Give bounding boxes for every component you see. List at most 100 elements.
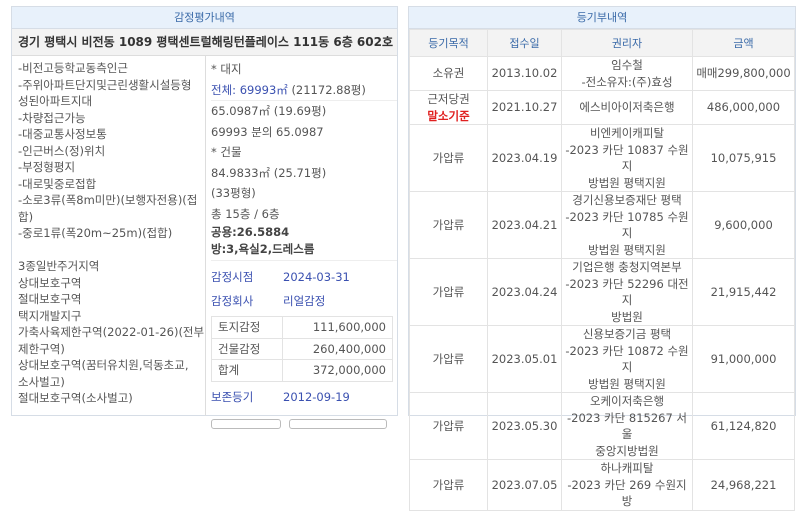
note-line: 성된아파트지대 (18, 94, 93, 108)
holder-line: 비엔케이캐피탈 (589, 126, 665, 140)
note-line: -인근버스(정)위치 (18, 143, 106, 158)
holder-line: 경기신용보증재단 평택 (572, 193, 682, 207)
land-total-pyeong: (21172.88평) (291, 82, 366, 97)
land-area: 65.0987㎡ (19.69평) (211, 104, 327, 118)
amount: 21,915,442 (692, 258, 795, 326)
value-row: 합계 372,000,000 (211, 359, 394, 382)
property-address: 경기 평택시 비전동 1089 평택센트럴해링턴플레이스 111동 6층 602… (12, 29, 397, 56)
value-row: 건물감정 260,400,000 (211, 337, 394, 360)
header-holder: 권리자 (561, 29, 693, 57)
note-line: 가축사육제한구역(2022-01-26)(전부 (18, 325, 205, 339)
land-share: 69993 분의 65.0987 (211, 124, 324, 139)
holder-line: 임수철 (611, 58, 643, 72)
purpose: 소유권 (432, 66, 465, 81)
value-label: 건물감정 (211, 337, 283, 360)
cancel-basis-badge: 말소기준 (427, 108, 470, 123)
note-line: 상대보호구역 (18, 275, 82, 290)
action-button[interactable] (211, 418, 281, 429)
receipt-date: 2021.10.27 (487, 90, 562, 125)
receipt-date: 2023.04.21 (487, 191, 562, 259)
note-line: 상대보호구역(꿈터유치원,덕동초교, (18, 358, 189, 372)
header-amount: 금액 (692, 29, 795, 57)
note-line: -소로3류(폭8m미만)(보행자전용)(접 (18, 193, 198, 207)
note-line: -중로1류(폭20m~25m)(접합) (18, 226, 173, 240)
holder-line: 오케이저축은행 (589, 394, 665, 408)
holder-line: -2023 카단 269 수원지방 (567, 477, 687, 509)
land-total: 전체: 69993㎡ (211, 82, 288, 97)
holder-line: -2023 카단 10785 수원지 (565, 209, 689, 241)
appraisal-title: 감정평가내역 (12, 7, 397, 29)
registry-row: 소유권 2013.10.02 임수철 -전소유자:(주)효성 매매299,800,000 (409, 56, 795, 91)
receipt-date: 2023.05.01 (487, 325, 562, 393)
building-area: 84.9833㎡ (25.71평) (211, 165, 327, 180)
rooms: 방:3,욕실2,드레스름 (211, 241, 397, 261)
purpose: 가압류 (432, 284, 465, 299)
value-amount: 372,000,000 (281, 359, 394, 382)
amount: 10,075,915 (692, 124, 795, 192)
appraisal-company: 리얼감정 (283, 294, 326, 308)
note-line (18, 242, 205, 259)
note-line: -비전고등학교동측인근 (18, 61, 128, 75)
common-area: 공용:26.5884 (211, 225, 290, 239)
holder-line: 방법원 평택지원 (588, 175, 666, 190)
registry-row: 가압류 2023.05.01 신용보증기금 평택 -2023 카단 10872 수원지… (409, 325, 795, 393)
note-line: -대중교통사정보통 (18, 127, 107, 141)
registry-row: 가압류 2023.04.24 기업은행 충청지역본부 -2023 카단 52296 대… (409, 258, 795, 326)
value-label: 토지감정 (211, 316, 283, 339)
registry-row: 가압류 2023.07.05 하나캐피탈 -2023 카단 269 수원지방 24,96… (409, 459, 795, 511)
amount: 24,968,221 (692, 459, 795, 511)
appraisal-values-table: 토지감정 111,600,000 건물감정 260,400,000 합계 372,00… (211, 316, 394, 382)
registry-panel: 등기부내역 등기목적 접수일 권리자 금액 소유권 2013.10.02 임수철 -전… (408, 6, 796, 511)
amount: 91,000,000 (692, 325, 795, 393)
building-type: (33평형) (211, 186, 256, 200)
header-purpose: 등기목적 (409, 29, 488, 57)
preserve-label: 보존등기 (211, 389, 254, 404)
registry-table: 등기목적 접수일 권리자 금액 소유권 2013.10.02 임수철 -전소유자:(주… (409, 29, 795, 511)
purpose: 가압류 (432, 150, 465, 165)
registry-row: 가압류 2023.04.21 경기신용보증재단 평택 -2023 카단 10785 수… (409, 191, 795, 259)
amount: 486,000,000 (692, 90, 795, 125)
holder-line: 방법원 (611, 309, 643, 324)
note-line: -부정형평지 (18, 160, 76, 174)
note-line: 절대보호구역 (18, 292, 82, 306)
note-line: 택지개발지구 (18, 308, 82, 323)
note-line: 합) (18, 209, 34, 224)
receipt-date: 2013.10.02 (487, 56, 562, 91)
note-line: -차량접근가능 (18, 110, 86, 125)
purpose: 근저당권 (427, 92, 470, 106)
receipt-date: 2023.04.19 (487, 124, 562, 192)
amount: 61,124,820 (692, 392, 795, 460)
note-line: 3종일반주거지역 (18, 259, 100, 273)
value-amount: 260,400,000 (281, 337, 394, 360)
holder-line: 중앙지방법원 (595, 443, 659, 458)
value-label: 합계 (211, 359, 283, 382)
date-label: 감정시점 (211, 270, 254, 284)
purpose: 가압류 (432, 418, 465, 433)
area-details: * 대지 전체: 69993㎡ (21172.88평) 65.0987㎡ (19… (206, 56, 397, 435)
note-line: -주위아파트단지및근린생활시설등형 (18, 77, 192, 92)
amount: 9,600,000 (692, 191, 795, 259)
note-line: 절대보호구역(소사벌고) (18, 391, 133, 405)
preserve-date: 2012-09-19 (283, 389, 350, 404)
receipt-date: 2023.07.05 (487, 459, 562, 511)
appraisal-panel: 감정평가내역 경기 평택시 비전동 1089 평택센트럴해링턴플레이스 111동… (11, 6, 398, 429)
appraisal-date: 2024-03-31 (283, 270, 350, 284)
holder-line: 신용보증기금 평택 (582, 327, 672, 341)
registry-title: 등기부내역 (409, 7, 795, 29)
note-line: 소사벌고) (18, 374, 65, 389)
company-label: 감정회사 (211, 294, 254, 308)
value-row: 토지감정 111,600,000 (211, 316, 394, 339)
holder-line: -2023 카단 10872 수원지 (565, 343, 689, 375)
holder-line: -전소유자:(주)효성 (581, 74, 673, 89)
holder-line: 방법원 평택지원 (588, 376, 666, 391)
holder-line: 에스비아이저축은행 (579, 100, 675, 115)
note-line: 제한구역) (18, 341, 65, 356)
purpose: 가압류 (432, 217, 465, 232)
receipt-date: 2023.04.24 (487, 258, 562, 326)
receipt-date: 2023.05.30 (487, 392, 562, 460)
holder-line: -2023 카단 815267 서울 (566, 410, 688, 442)
registry-row: 가압류 2023.04.19 비엔케이캐피탈 -2023 카단 10837 수원지 방법… (409, 124, 795, 192)
action-button[interactable] (288, 418, 387, 429)
holder-line: 하나캐피탈 (600, 461, 654, 475)
